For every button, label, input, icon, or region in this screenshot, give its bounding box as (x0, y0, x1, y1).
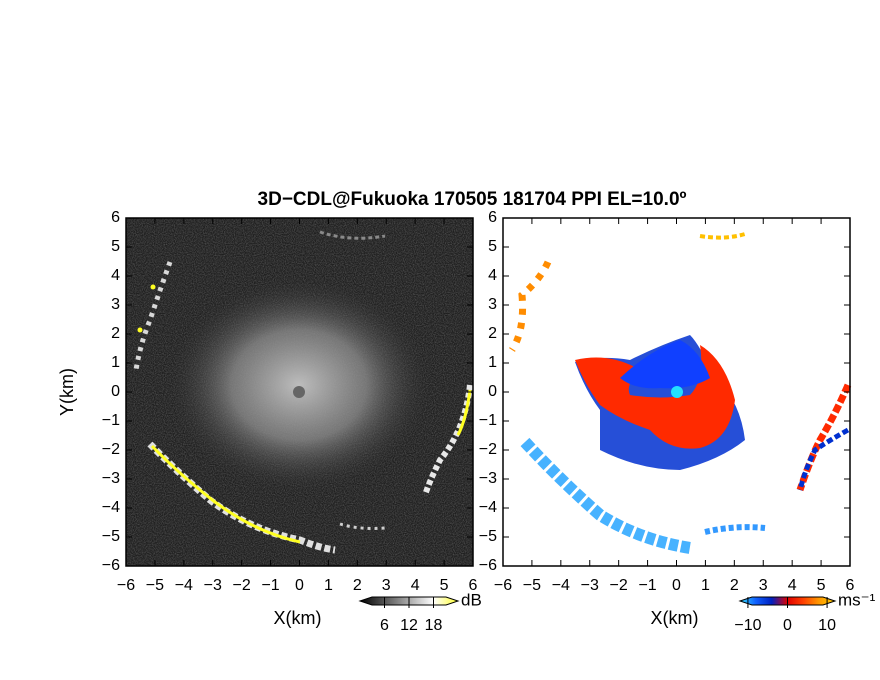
x-tick-label: 4 (411, 577, 420, 594)
x-tick-label: 5 (440, 577, 449, 594)
velocity-image (508, 232, 852, 554)
y-tick-label: 2 (111, 325, 120, 342)
y-tick-label: 5 (111, 238, 120, 255)
y-tick-label: −2 (479, 441, 497, 458)
x-tick-label: 6 (846, 577, 855, 594)
y-tick-label: 1 (488, 354, 497, 371)
colorbar-label: ms⁻¹ (838, 590, 876, 609)
x-tick-label: 1 (324, 577, 333, 594)
x-tick-label: −4 (552, 577, 570, 594)
x-tick-label: 4 (788, 577, 797, 594)
x-tick-label: −6 (494, 577, 512, 594)
y-tick-label: 3 (111, 296, 120, 313)
x-axis-label: X(km) (274, 608, 322, 628)
x-tick-label: 6 (469, 577, 478, 594)
colorbar-tick-label: 12 (400, 617, 418, 634)
y-tick-label: 4 (488, 267, 497, 284)
x-tick-label: 2 (730, 577, 739, 594)
x-tick-label: −2 (233, 577, 251, 594)
y-tick-label: −5 (479, 528, 497, 545)
y-tick-label: −5 (102, 528, 120, 545)
chart-title: 3D−CDL@Fukuoka 170505 181704 PPI EL=10.0… (258, 189, 687, 210)
x-tick-label: −2 (610, 577, 628, 594)
colorbar-tick-label: 18 (425, 617, 443, 634)
y-tick-label: 6 (488, 209, 497, 226)
reflectivity-image (126, 218, 473, 566)
x-tick-label: −5 (146, 577, 164, 594)
x-tick-label: 5 (817, 577, 826, 594)
x-tick-label: 0 (672, 577, 681, 594)
y-tick-label: −6 (102, 557, 120, 574)
x-tick-label: 3 (382, 577, 391, 594)
y-tick-label: −3 (102, 470, 120, 487)
y-tick-label: 6 (111, 209, 120, 226)
x-axis-label: X(km) (651, 608, 699, 628)
y-tick-label: −4 (102, 499, 120, 516)
x-tick-label: 0 (295, 577, 304, 594)
y-tick-label: −1 (479, 412, 497, 429)
y-tick-label: −3 (479, 470, 497, 487)
x-tick-label: 1 (701, 577, 710, 594)
y-axis-label: Y(km) (57, 368, 77, 416)
x-tick-label: −6 (117, 577, 135, 594)
y-tick-label: 4 (111, 267, 120, 284)
y-tick-label: 0 (111, 383, 120, 400)
colorbar-tick-label: 0 (783, 617, 792, 634)
y-tick-label: −4 (479, 499, 497, 516)
y-tick-label: 1 (111, 354, 120, 371)
y-tick-label: −1 (102, 412, 120, 429)
y-tick-label: 0 (488, 383, 497, 400)
x-tick-label: −1 (261, 577, 279, 594)
colorbar-tick-label: −10 (734, 617, 761, 634)
x-tick-label: 2 (353, 577, 362, 594)
x-tick-label: −4 (175, 577, 193, 594)
x-tick-label: 3 (759, 577, 768, 594)
colorbar-tick-label: 6 (380, 617, 389, 634)
y-tick-label: 3 (488, 296, 497, 313)
colorbar-label: dB (461, 590, 482, 609)
colorbar-tick-label: 10 (818, 617, 836, 634)
y-tick-label: −6 (479, 557, 497, 574)
x-tick-label: −1 (638, 577, 656, 594)
x-tick-label: −5 (523, 577, 541, 594)
y-tick-label: 2 (488, 325, 497, 342)
y-tick-label: −2 (102, 441, 120, 458)
x-tick-label: −3 (581, 577, 599, 594)
y-tick-label: 5 (488, 238, 497, 255)
x-tick-label: −3 (204, 577, 222, 594)
